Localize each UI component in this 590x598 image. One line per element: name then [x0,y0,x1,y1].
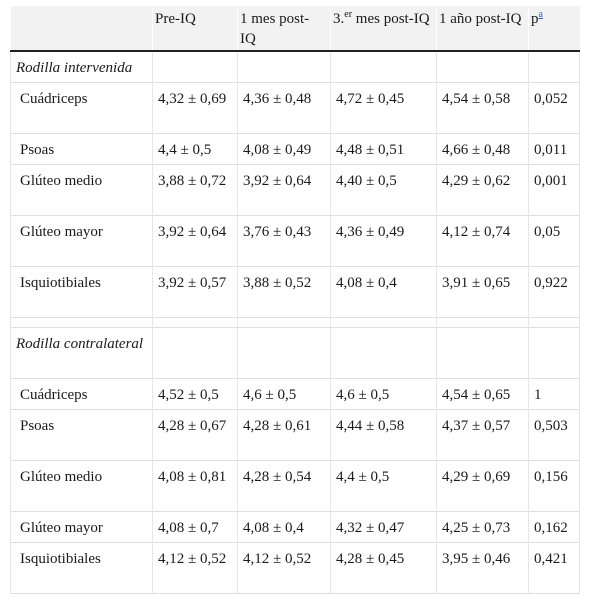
table-row: Psoas 4,4 ± 0,5 4,08 ± 0,49 4,48 ± 0,51 … [10,133,580,165]
p-cell: 0,052 [528,82,580,134]
pre-cell: 3,92 ± 0,64 [152,215,238,267]
table-row: Psoas 4,28 ± 0,67 4,28 ± 0,61 4,44 ± 0,5… [10,409,580,461]
muscle-cell: Glúteo medio [10,164,153,216]
p-cell: 0,011 [528,133,580,165]
header-1-month: 1 mes post-IQ [237,6,331,52]
pre-cell: 3,92 ± 0,57 [152,266,238,318]
table-header: Pre-IQ 1 mes post-IQ 3.er mes post-IQ 1 … [10,6,580,52]
p-cell: 0,156 [528,460,580,512]
month1-cell: 4,08 ± 0,4 [237,511,331,543]
muscle-cell: Isquiotibiales [10,542,153,594]
muscle-cell: Psoas [10,409,153,461]
month1-cell: 3,88 ± 0,52 [237,266,331,318]
table-row: Isquiotibiales 3,92 ± 0,57 3,88 ± 0,52 4… [10,266,580,318]
header-3-month-number: 3. [333,11,345,27]
year1-cell: 4,12 ± 0,74 [436,215,529,267]
year1-cell: 3,91 ± 0,65 [436,266,529,318]
year1-cell: 4,29 ± 0,62 [436,164,529,216]
month3-cell: 4,36 ± 0,49 [330,215,437,267]
header-3-month-sup: er [344,9,353,20]
table-row: Glúteo medio 4,08 ± 0,81 4,28 ± 0,54 4,4… [10,460,580,512]
p-cell: 0,001 [528,164,580,216]
month1-cell: 3,76 ± 0,43 [237,215,331,267]
month1-cell: 4,28 ± 0,61 [237,409,331,461]
table-row: Glúteo medio 3,88 ± 0,72 3,92 ± 0,64 4,4… [10,164,580,216]
month3-cell: 4,48 ± 0,51 [330,133,437,165]
footnote-link[interactable]: a [538,9,543,20]
month3-cell: 4,4 ± 0,5 [330,460,437,512]
year1-cell: 3,95 ± 0,46 [436,542,529,594]
p-cell: 0,922 [528,266,580,318]
p-cell: 0,162 [528,511,580,543]
year1-cell: 4,37 ± 0,57 [436,409,529,461]
month1-cell: 4,28 ± 0,54 [237,460,331,512]
p-cell: 1 [528,378,580,410]
table-row: Cuádriceps 4,52 ± 0,5 4,6 ± 0,5 4,6 ± 0,… [10,378,580,410]
month3-cell: 4,40 ± 0,5 [330,164,437,216]
table-row: Cuádriceps 4,32 ± 0,69 4,36 ± 0,48 4,72 … [10,82,580,134]
header-row: Pre-IQ 1 mes post-IQ 3.er mes post-IQ 1 … [10,6,580,52]
pre-cell: 4,12 ± 0,52 [152,542,238,594]
year1-cell: 4,54 ± 0,58 [436,82,529,134]
header-1-year: 1 año post-IQ [436,6,529,52]
muscle-cell: Glúteo mayor [10,511,153,543]
year1-cell: 4,66 ± 0,48 [436,133,529,165]
table-row: Isquiotibiales 4,12 ± 0,52 4,12 ± 0,52 4… [10,542,580,594]
month1-cell: 4,6 ± 0,5 [237,378,331,410]
section-title: Rodilla contralateral [10,327,153,379]
section-row: Rodilla contralateral [10,327,580,379]
pre-cell: 4,08 ± 0,7 [152,511,238,543]
p-cell: 0,503 [528,409,580,461]
header-pre-iq: Pre-IQ [152,6,238,52]
header-p-value: pa [528,6,580,52]
p-cell: 0,05 [528,215,580,267]
pre-cell: 4,32 ± 0,69 [152,82,238,134]
table-row: Glúteo mayor 3,92 ± 0,64 3,76 ± 0,43 4,3… [10,215,580,267]
muscle-cell: Cuádriceps [10,378,153,410]
month3-cell: 4,6 ± 0,5 [330,378,437,410]
muscle-cell: Cuádriceps [10,82,153,134]
muscle-strength-table: Pre-IQ 1 mes post-IQ 3.er mes post-IQ 1 … [10,6,580,594]
month3-cell: 4,32 ± 0,47 [330,511,437,543]
muscle-cell: Isquiotibiales [10,266,153,318]
header-p-label: p [531,11,539,27]
muscle-cell: Glúteo medio [10,460,153,512]
pre-cell: 4,52 ± 0,5 [152,378,238,410]
pre-cell: 4,4 ± 0,5 [152,133,238,165]
month1-cell: 4,08 ± 0,49 [237,133,331,165]
table-body: Rodilla intervenida Cuádriceps 4,32 ± 0,… [10,50,580,594]
pre-cell: 4,08 ± 0,81 [152,460,238,512]
section-spacer [10,317,580,328]
table-row: Glúteo mayor 4,08 ± 0,7 4,08 ± 0,4 4,32 … [10,511,580,543]
muscle-cell: Psoas [10,133,153,165]
year1-cell: 4,54 ± 0,65 [436,378,529,410]
month3-cell: 4,28 ± 0,45 [330,542,437,594]
pre-cell: 4,28 ± 0,67 [152,409,238,461]
section-title: Rodilla intervenida [10,50,153,83]
month3-cell: 4,72 ± 0,45 [330,82,437,134]
muscle-cell: Glúteo mayor [10,215,153,267]
month1-cell: 4,36 ± 0,48 [237,82,331,134]
header-muscle [10,6,153,52]
year1-cell: 4,25 ± 0,73 [436,511,529,543]
year1-cell: 4,29 ± 0,69 [436,460,529,512]
pre-cell: 3,88 ± 0,72 [152,164,238,216]
section-row: Rodilla intervenida [10,50,580,83]
month3-cell: 4,08 ± 0,4 [330,266,437,318]
month1-cell: 3,92 ± 0,64 [237,164,331,216]
month3-cell: 4,44 ± 0,58 [330,409,437,461]
header-3-month-label: mes post-IQ [352,11,430,27]
header-3-month: 3.er mes post-IQ [330,6,437,52]
month1-cell: 4,12 ± 0,52 [237,542,331,594]
p-cell: 0,421 [528,542,580,594]
